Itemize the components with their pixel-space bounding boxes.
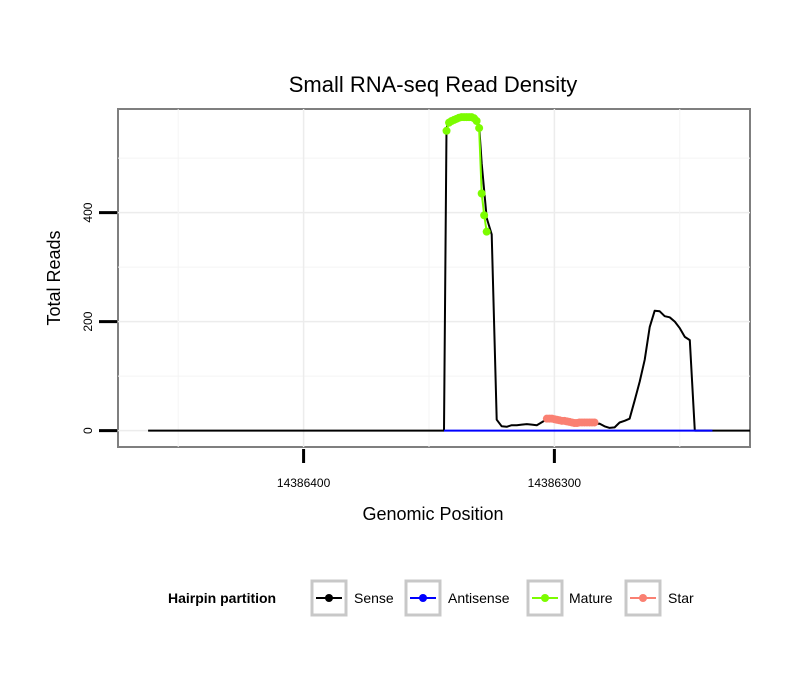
legend-label-sense: Sense	[354, 590, 394, 606]
chart-title: Small RNA-seq Read Density	[289, 72, 578, 97]
x-tick-label: 14386400	[277, 476, 331, 490]
data-point-star	[590, 418, 599, 427]
y-tick-label: 0	[81, 427, 95, 434]
x-axis-title: Genomic Position	[362, 504, 503, 524]
data-point-mature	[475, 124, 484, 133]
legend-label-star: Star	[668, 590, 694, 606]
legend-label-mature: Mature	[569, 590, 613, 606]
legend-key-point	[541, 594, 549, 602]
axes: 14386400 14386300 0 200 400	[81, 202, 581, 490]
data-point-mature	[472, 116, 481, 125]
y-axis-title: Total Reads	[44, 230, 64, 325]
data-point-mature	[482, 227, 491, 236]
series-layer	[148, 113, 750, 432]
legend-key-point	[325, 594, 333, 602]
data-point-mature	[480, 211, 489, 220]
y-tick-label: 200	[81, 311, 95, 331]
x-tick-label: 14386300	[528, 476, 582, 490]
legend-key-point	[639, 594, 647, 602]
legend: Hairpin partition Sense Antisense Mature St…	[168, 579, 694, 617]
plot-panel	[117, 108, 751, 448]
legend-label-antisense: Antisense	[448, 590, 510, 606]
legend-key-point	[419, 594, 427, 602]
data-point-mature	[477, 189, 486, 198]
y-tick-label: 400	[81, 202, 95, 222]
data-point-mature	[442, 126, 451, 135]
legend-title: Hairpin partition	[168, 590, 276, 606]
